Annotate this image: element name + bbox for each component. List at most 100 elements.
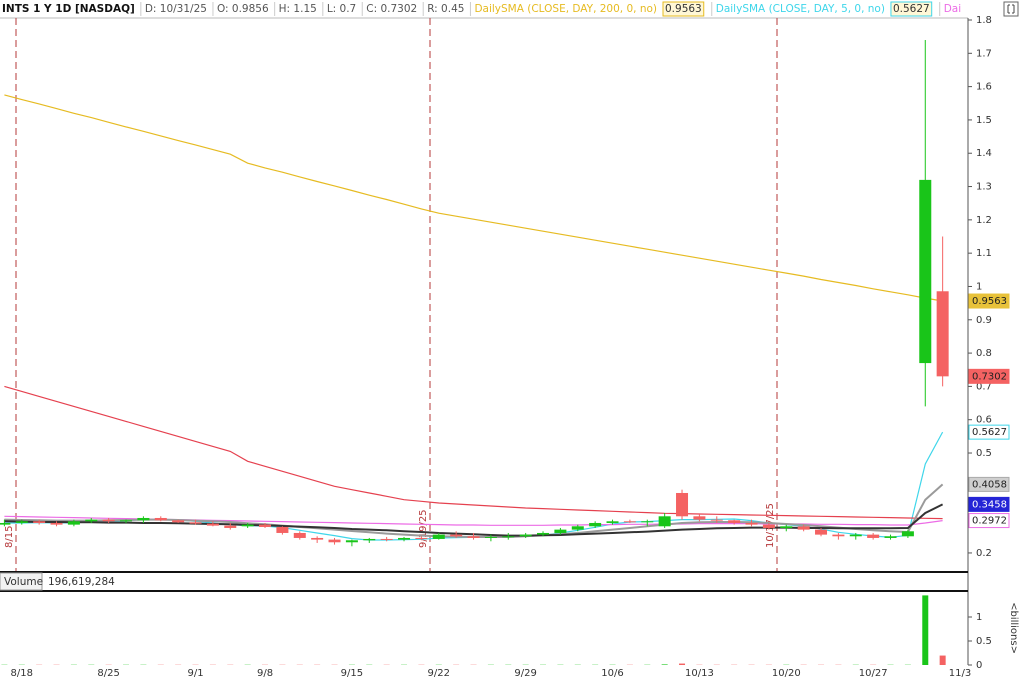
candle-body <box>206 523 219 526</box>
icon-glyph[interactable] <box>1007 4 1015 14</box>
header-item: INTS 1 Y 1D [NASDAQ] <box>2 3 135 15</box>
candle-body <box>328 539 341 543</box>
x-tick-label: 10/13 <box>685 668 714 679</box>
y-tick-label: 0.8 <box>976 348 992 359</box>
price-box <box>968 496 1010 512</box>
header-item: R: 0.45 <box>427 3 464 15</box>
candle-body <box>745 522 758 525</box>
x-tick-label: 10/27 <box>859 668 888 679</box>
price-box-label: 0.3458 <box>972 499 1007 510</box>
header: INTS 1 Y 1D [NASDAQ] D: 10/31/25 O: 0.9856… <box>2 1 962 17</box>
price-panel: 8/159/19/2510/17/25 <box>0 18 949 571</box>
icon-frame[interactable] <box>1003 1 1019 17</box>
candle-body <box>728 520 741 523</box>
price-box-label: 0.5627 <box>972 427 1007 438</box>
y-tick-label: 1 <box>976 612 982 623</box>
header-item: D: 10/31/25 <box>145 3 207 15</box>
candle-body <box>345 540 358 543</box>
y-tick-label: 1.1 <box>976 248 992 259</box>
candle-body <box>623 521 636 523</box>
legend-value-box <box>662 1 705 17</box>
candle-body <box>120 520 133 522</box>
y-tick-label: 1.5 <box>976 115 992 126</box>
legend-value: 0.5627 <box>893 3 930 15</box>
price-box-label: 0.2972 <box>972 516 1007 527</box>
candle-body <box>380 538 393 540</box>
candle-body <box>15 521 28 523</box>
candle-body <box>293 532 306 538</box>
legend-entry: DailySMA (CLOSE, DAY, 5, 0, no) <box>716 3 885 15</box>
volume-axis-label: <billions> <box>1008 602 1019 654</box>
y-tick-label: 1.7 <box>976 48 992 59</box>
y-tick-label: 1.2 <box>976 215 992 226</box>
candle-body <box>241 524 254 527</box>
legend-entry: DailySMA (CLOSE, DAY, 200, 0, no) <box>474 3 657 15</box>
candle-body <box>519 534 532 537</box>
event-label: 9/19/25 <box>418 509 429 548</box>
candle-body <box>554 529 567 533</box>
y-tick-label: 1 <box>976 281 982 292</box>
candle-body <box>936 291 949 377</box>
y-tick-label: 0.7 <box>976 381 992 392</box>
candle-body <box>0 522 11 525</box>
header-item: C: 0.7302 <box>366 3 417 15</box>
y-tick-label: 0.5 <box>976 448 992 459</box>
sma-line <box>4 94 943 302</box>
header-item: L: 0.7 <box>327 3 356 15</box>
candle-body <box>137 517 150 521</box>
candle-body <box>693 516 706 520</box>
candle-body <box>189 522 202 524</box>
sma-line <box>4 385 943 520</box>
candle-body <box>884 536 897 538</box>
candle-body <box>67 521 80 525</box>
event-label: 8/15 <box>4 526 15 548</box>
candle-body <box>50 522 63 525</box>
candle-body <box>676 492 689 517</box>
candle-body <box>33 521 46 523</box>
currency-icon[interactable] <box>1003 1 1019 17</box>
volume-title: Volume <box>4 576 43 588</box>
header-item: O: 0.9856 <box>217 3 269 15</box>
volume-bar <box>661 664 668 665</box>
candle-body <box>658 516 671 527</box>
price-box <box>968 293 1010 309</box>
candle-body <box>815 529 828 535</box>
candle-body <box>450 534 463 537</box>
y-tick-label: 0 <box>976 660 982 671</box>
candle-body <box>832 534 845 537</box>
price-box <box>968 476 1010 492</box>
volume-bar <box>922 595 929 665</box>
x-tick-label: 9/22 <box>428 668 450 679</box>
y-tick-label: 0.6 <box>976 415 992 426</box>
price-box <box>968 424 1010 440</box>
candle-body <box>762 524 775 528</box>
candle-body <box>102 519 115 522</box>
candle-body <box>311 537 324 540</box>
candle-body <box>919 179 932 364</box>
candle-body <box>606 521 619 523</box>
candle-body <box>398 537 411 540</box>
candle-body <box>797 526 810 530</box>
candle-body <box>710 519 723 521</box>
candle-body <box>571 526 584 530</box>
candle-body <box>641 521 654 523</box>
legend-value: 0.9563 <box>665 3 702 15</box>
candle-body <box>867 534 880 538</box>
candle-body <box>363 538 376 541</box>
x-tick-label: 9/8 <box>257 668 273 679</box>
y-tick-label: 1.3 <box>976 182 992 193</box>
candle-body <box>224 525 237 528</box>
y-tick-label: 0.2 <box>976 548 992 559</box>
panel-divider <box>0 571 968 573</box>
y-tick-label: 1.8 <box>976 15 992 26</box>
volume-bar <box>679 663 686 665</box>
price-box <box>968 513 1010 529</box>
axes: 0.20.30.40.50.60.70.80.911.11.21.31.41.5… <box>11 15 1010 679</box>
candle-body <box>589 522 602 527</box>
volume-bar <box>939 655 946 665</box>
price-box <box>968 368 1010 384</box>
candle-body <box>172 520 185 523</box>
x-tick-label: 8/25 <box>97 668 119 679</box>
volume-label-box <box>0 572 43 591</box>
